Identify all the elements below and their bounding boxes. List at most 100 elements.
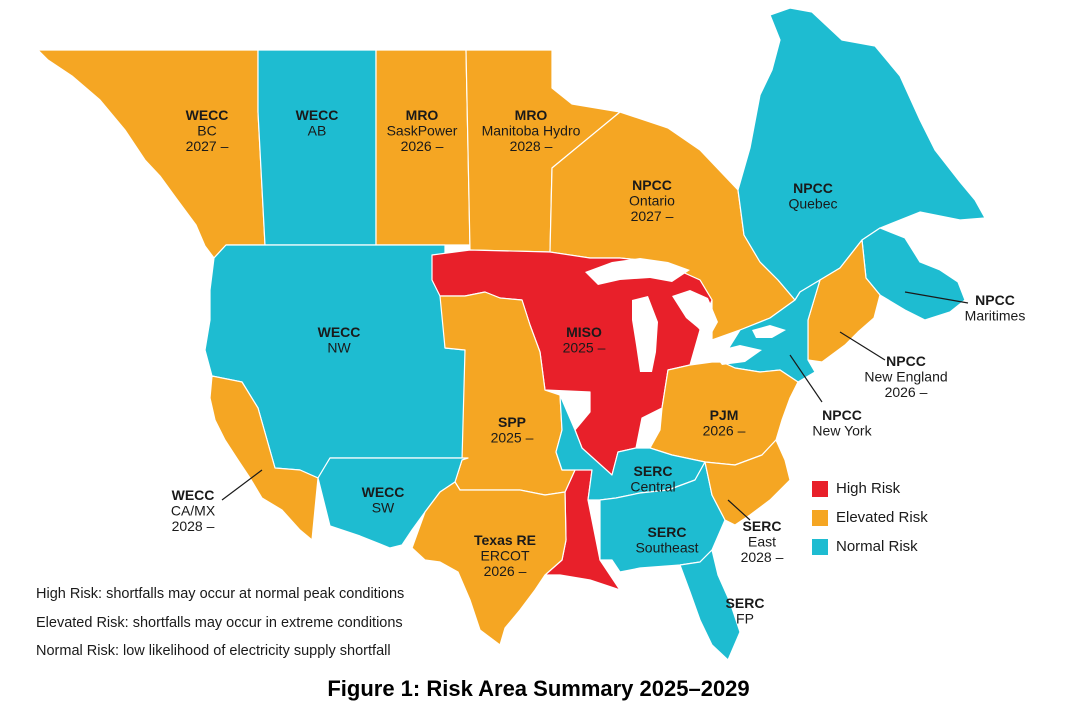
label-pjm-line-0: PJM <box>710 407 739 423</box>
label-mro-manitoba-line-2: 2028 – <box>510 138 553 154</box>
label-texas-re-ercot-line-1: ERCOT <box>481 548 530 564</box>
label-npcc-new-york-line-0: NPCC <box>822 407 862 423</box>
label-spp-line-0: SPP <box>498 414 526 430</box>
label-wecc-nw-line-0: WECC <box>318 324 361 340</box>
lake-huron <box>672 290 718 340</box>
label-serc-central-line-0: SERC <box>634 463 673 479</box>
legend-item-high: High Risk <box>812 474 928 503</box>
legend-swatch-normal <box>812 538 828 555</box>
label-wecc-ab: WECC AB <box>296 107 339 139</box>
region-wecc-bc[interactable] <box>37 49 266 259</box>
label-serc-fp-line-0: SERC <box>726 595 765 611</box>
legend-swatch-elevated <box>812 509 828 526</box>
label-mro-manitoba-line-1: Manitoba Hydro <box>482 123 581 139</box>
label-npcc-ontario-line-0: NPCC <box>632 177 672 193</box>
label-npcc-ontario-line-1: Ontario <box>629 193 675 209</box>
label-serc-southeast-line-0: SERC <box>648 524 687 540</box>
label-pjm-line-1: 2026 – <box>703 423 746 439</box>
label-texas-re-ercot: Texas RE ERCOT 2026 – <box>474 532 536 579</box>
label-mro-manitoba: MRO Manitoba Hydro 2028 – <box>482 107 581 154</box>
legend: High Risk Elevated Risk Normal Risk <box>812 474 928 561</box>
label-wecc-camx-line-1: CA/MX <box>171 503 216 519</box>
note-high-risk: High Risk: shortfalls may occur at norma… <box>36 586 405 602</box>
leader-maritimes <box>904 291 969 304</box>
label-wecc-sw: WECC SW <box>362 484 405 516</box>
label-wecc-nw-line-1: NW <box>327 340 351 356</box>
risk-definitions: High Risk: shortfalls may occur at norma… <box>36 580 404 666</box>
label-spp: SPP 2025 – <box>491 414 534 446</box>
label-serc-east-line-1: East <box>748 534 776 550</box>
region-serc-east[interactable] <box>704 439 791 526</box>
region-wecc-sw[interactable] <box>317 457 469 549</box>
note-elevated-risk: Elevated Risk: shortfalls may occur in e… <box>36 614 403 631</box>
label-serc-east-line-0: SERC <box>743 518 782 534</box>
label-serc-southeast: SERC Southeast <box>635 524 698 556</box>
label-mro-saskpower: MRO SaskPower 2026 – <box>387 107 458 154</box>
label-mro-saskpower-line-1: SaskPower <box>387 123 458 139</box>
label-spp-line-1: 2025 – <box>491 430 534 446</box>
label-wecc-camx-line-0: WECC <box>172 487 215 503</box>
label-serc-east: SERC East 2028 – <box>741 518 784 565</box>
leader-new-england <box>839 331 886 361</box>
label-wecc-bc-line-0: WECC <box>186 107 229 123</box>
legend-label-elevated: Elevated Risk <box>836 509 928 526</box>
label-wecc-nw: WECC NW <box>318 324 361 356</box>
label-npcc-quebec-line-0: NPCC <box>793 180 833 196</box>
label-wecc-camx: WECC CA/MX 2028 – <box>171 487 216 534</box>
legend-item-normal: Normal Risk <box>812 532 928 561</box>
lake-ontario <box>752 325 786 338</box>
label-mro-saskpower-line-2: 2026 – <box>401 138 444 154</box>
label-mro-saskpower-line-0: MRO <box>406 107 439 123</box>
region-texas-re-ercot[interactable] <box>411 481 567 646</box>
note-normal-risk: Normal Risk: low likelihood of electrici… <box>36 643 391 659</box>
label-npcc-new-england: NPCC New England 2026 – <box>864 353 947 400</box>
label-wecc-bc-line-2: 2027 – <box>186 138 229 154</box>
label-texas-re-ercot-line-2: 2026 – <box>484 563 527 579</box>
label-pjm: PJM 2026 – <box>703 407 746 439</box>
leader-new-york <box>789 354 823 403</box>
figure-caption: Figure 1: Risk Area Summary 2025–2029 <box>327 676 750 701</box>
label-npcc-quebec-line-1: Quebec <box>788 196 837 212</box>
label-npcc-new-england-line-0: NPCC <box>886 353 926 369</box>
label-wecc-camx-line-2: 2028 – <box>172 518 215 534</box>
legend-swatch-high <box>812 480 828 497</box>
leader-ca-mx <box>221 469 263 501</box>
region-wecc-ab[interactable] <box>257 49 377 246</box>
label-serc-fp: SERC FP <box>726 595 765 627</box>
legend-label-high: High Risk <box>836 480 901 497</box>
label-miso-line-1: 2025 – <box>563 340 606 356</box>
label-wecc-bc: WECC BC 2027 – <box>186 107 229 154</box>
label-npcc-new-england-line-1: New England <box>864 369 947 385</box>
label-npcc-maritimes: NPCC Maritimes <box>965 292 1026 324</box>
label-mro-manitoba-line-0: MRO <box>515 107 548 123</box>
label-serc-central-line-1: Central <box>630 479 675 495</box>
label-npcc-maritimes-line-0: NPCC <box>975 292 1015 308</box>
label-wecc-ab-line-1: AB <box>308 123 327 139</box>
label-npcc-ontario-line-2: 2027 – <box>631 208 674 224</box>
label-miso-line-0: MISO <box>566 324 602 340</box>
label-serc-east-line-2: 2028 – <box>741 549 784 565</box>
label-texas-re-ercot-line-0: Texas RE <box>474 532 536 548</box>
label-serc-central: SERC Central <box>630 463 675 495</box>
label-npcc-new-england-line-2: 2026 – <box>885 384 928 400</box>
region-wecc-camx[interactable] <box>209 375 319 541</box>
lake-erie <box>712 345 762 365</box>
region-serc-southeast[interactable] <box>599 461 726 573</box>
label-wecc-bc-line-1: BC <box>197 123 216 139</box>
legend-item-elevated: Elevated Risk <box>812 503 928 532</box>
region-serc-fp[interactable] <box>679 549 741 661</box>
label-npcc-ontario: NPCC Ontario 2027 – <box>629 177 675 224</box>
label-npcc-maritimes-line-1: Maritimes <box>965 308 1026 324</box>
label-npcc-new-york-line-1: New York <box>812 423 872 439</box>
lake-superior <box>585 258 690 285</box>
label-npcc-new-york: NPCC New York <box>812 407 872 439</box>
label-wecc-sw-line-0: WECC <box>362 484 405 500</box>
label-wecc-ab-line-0: WECC <box>296 107 339 123</box>
leader-serc-east <box>727 499 751 521</box>
label-npcc-quebec: NPCC Quebec <box>788 180 837 212</box>
label-serc-fp-line-1: FP <box>736 611 754 627</box>
legend-label-normal: Normal Risk <box>836 538 918 555</box>
label-miso: MISO 2025 – <box>563 324 606 356</box>
lake-michigan <box>632 296 658 372</box>
